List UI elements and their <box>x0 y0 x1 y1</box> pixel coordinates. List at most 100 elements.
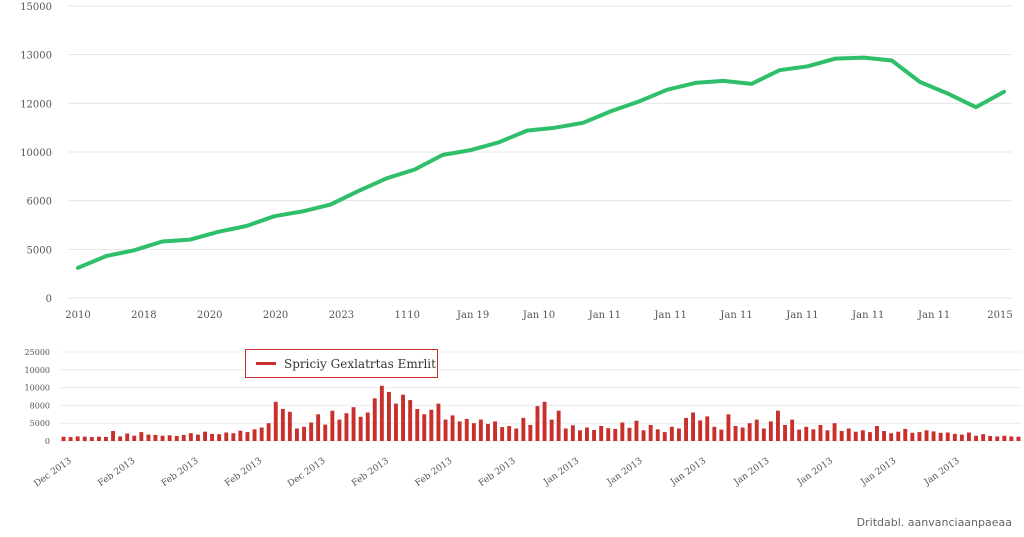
y-tick-label: 25000 <box>25 348 50 357</box>
bar <box>273 401 278 441</box>
bar <box>153 434 158 441</box>
bar <box>478 419 483 441</box>
bar <box>316 414 321 441</box>
bar <box>68 437 73 441</box>
x-tick-label: 2010 <box>65 310 90 321</box>
bar <box>662 432 667 441</box>
line-chart-x-axis: 2010 2018 2020 2020 2023 1110 Jan 19 Jan 10 Jan … <box>65 310 1012 321</box>
bar <box>620 422 625 441</box>
bar <box>457 421 462 441</box>
bar <box>613 428 618 441</box>
bar <box>514 428 519 441</box>
source-note: Dritdabl. aanvanciaanpaeaa <box>856 516 1012 529</box>
bar <box>521 417 526 441</box>
x-tick-label: Jan 11 <box>654 310 687 321</box>
bar <box>252 429 257 441</box>
bar <box>82 436 87 442</box>
bar <box>860 430 865 441</box>
bar <box>761 428 766 441</box>
bar <box>768 421 773 441</box>
bar <box>818 425 823 441</box>
bar <box>450 415 455 441</box>
bar <box>938 432 943 441</box>
y-tick-label: 15000 <box>20 2 52 13</box>
x-tick-label: 2023 <box>329 310 354 321</box>
x-tick-label: Jan 19 <box>456 310 489 321</box>
x-tick-label: Jan 11 <box>588 310 621 321</box>
bar <box>280 409 285 441</box>
bar <box>104 436 108 441</box>
bar-chart-gridlines <box>60 351 1022 442</box>
bar <box>486 423 490 441</box>
bar <box>705 416 710 441</box>
x-tick-label: Jan 11 <box>917 310 950 321</box>
x-tick-label: Feb 2013 <box>477 456 518 489</box>
bar <box>981 434 986 441</box>
legend-label: Spriciy Gexlatrtas Emrlit <box>284 356 436 371</box>
bar <box>570 425 575 441</box>
bar <box>804 426 809 441</box>
bar <box>330 410 335 441</box>
y-tick-label: 10000 <box>25 384 50 393</box>
bar <box>917 432 922 441</box>
bar <box>167 435 172 441</box>
bar <box>952 433 957 441</box>
bar-chart-legend: Spriciy Gexlatrtas Emrlit <box>245 349 438 378</box>
y-tick-label: 0 <box>46 294 52 305</box>
bar <box>995 436 1000 441</box>
x-tick-label: Jan 2013 <box>541 456 581 488</box>
bar <box>75 436 80 441</box>
bar <box>210 433 214 441</box>
series-line <box>76 55 1006 270</box>
y-tick-label: 10000 <box>20 148 52 159</box>
y-tick-label: 12000 <box>20 99 52 110</box>
bar <box>188 433 193 441</box>
bar <box>811 429 816 441</box>
x-tick-label: Feb 2013 <box>97 456 138 489</box>
bar <box>203 431 207 441</box>
bar-chart-y-axis: 0 5000 8000 10000 10000 25000 <box>25 348 50 446</box>
bar <box>493 421 497 441</box>
bar <box>733 426 738 441</box>
bar <box>111 431 115 441</box>
bar <box>698 420 703 441</box>
bar <box>217 434 222 441</box>
y-tick-label: 0 <box>45 437 50 446</box>
bar <box>754 419 759 441</box>
x-tick-label: Jan 2013 <box>605 456 645 488</box>
bar <box>684 417 688 441</box>
bar <box>295 428 299 441</box>
bar <box>882 431 886 441</box>
bar <box>266 423 271 441</box>
bar <box>174 436 179 441</box>
bar <box>655 429 660 441</box>
bar <box>535 406 540 441</box>
bar <box>379 385 384 441</box>
bar <box>563 428 568 441</box>
bar <box>740 427 745 441</box>
bar <box>471 423 476 441</box>
y-tick-label: 6000 <box>27 197 52 208</box>
bar <box>903 428 908 441</box>
legend-swatch <box>256 362 276 365</box>
bar <box>507 426 512 441</box>
bar <box>464 418 469 441</box>
bar <box>945 432 950 441</box>
bar <box>387 391 391 441</box>
bar <box>500 427 505 441</box>
x-tick-label: Jan 2013 <box>732 456 772 488</box>
bar <box>358 416 363 441</box>
bar <box>549 419 554 441</box>
bar <box>677 428 681 441</box>
bar <box>309 422 314 441</box>
bar <box>415 409 420 441</box>
x-tick-label: 1110 <box>395 310 420 321</box>
bar <box>599 426 604 441</box>
bar <box>160 435 165 441</box>
y-tick-label: 10000 <box>25 366 50 375</box>
x-tick-label: 2015 <box>987 310 1012 321</box>
bar <box>443 419 448 441</box>
bar <box>726 414 731 441</box>
bar <box>988 436 993 441</box>
bar <box>747 423 752 441</box>
